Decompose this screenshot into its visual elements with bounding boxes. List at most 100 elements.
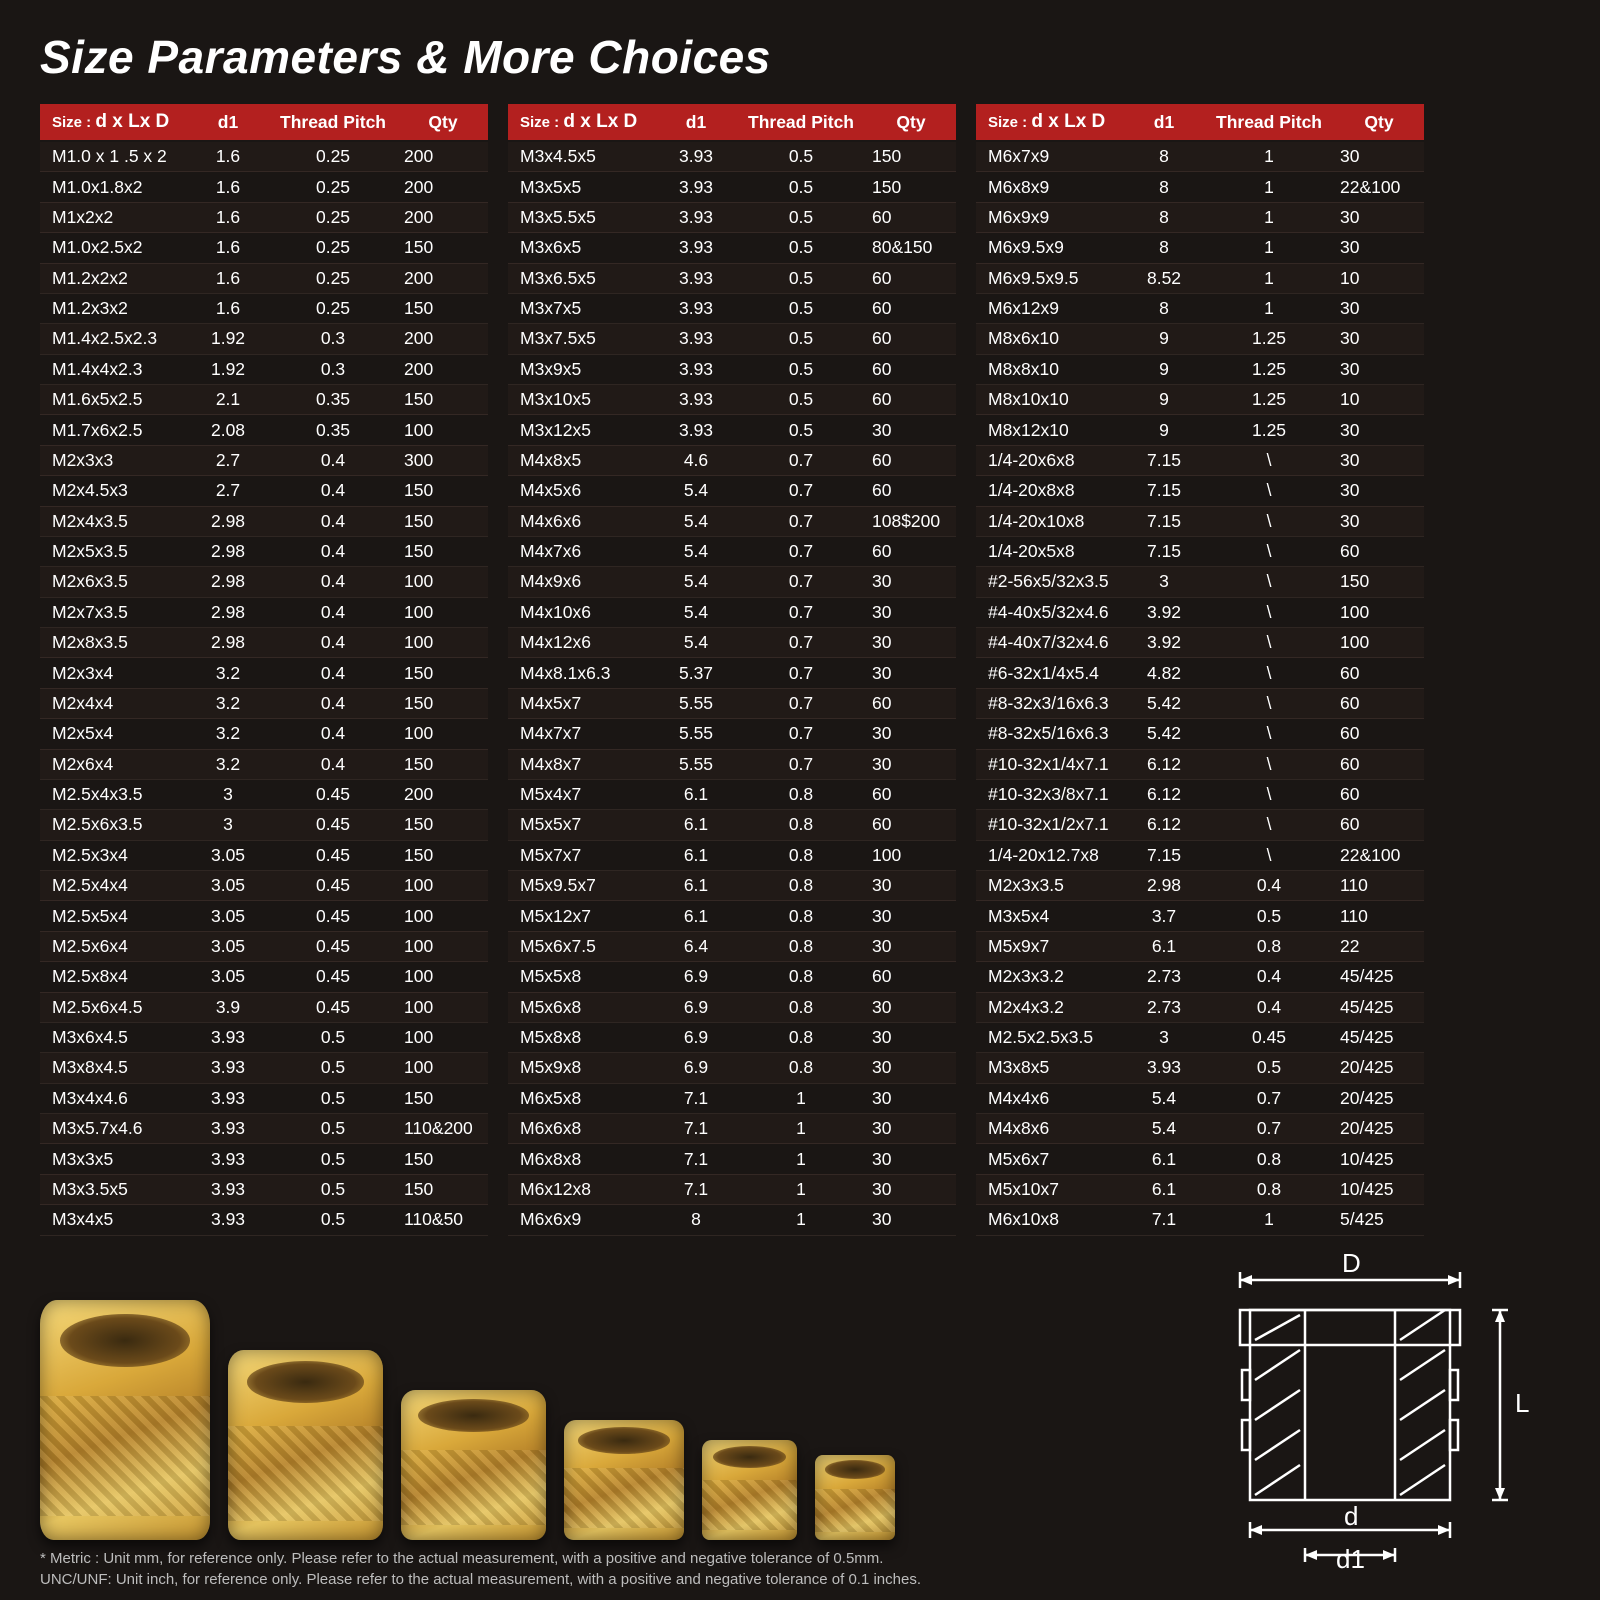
- cell: 0.7: [736, 688, 866, 718]
- cell: 2.73: [1124, 962, 1204, 992]
- cell: 0.4: [268, 476, 398, 506]
- cell: M2.5x3x4: [40, 840, 188, 870]
- cell: M3x7.5x5: [508, 324, 656, 354]
- table-row: M2.5x6x4.53.90.45100: [40, 992, 488, 1022]
- cell: M8x8x10: [976, 354, 1124, 384]
- cell: 7.1: [656, 1144, 736, 1174]
- cell: M1.2x3x2: [40, 293, 188, 323]
- table-row: M2.5x6x43.050.45100: [40, 931, 488, 961]
- cell: 1: [1204, 263, 1334, 293]
- cell: M5x12x7: [508, 901, 656, 931]
- cell: 30: [866, 1083, 956, 1113]
- cell: 3.2: [188, 688, 268, 718]
- cell: 3.92: [1124, 628, 1204, 658]
- cell: 60: [866, 688, 956, 718]
- cell: 0.4: [1204, 871, 1334, 901]
- cell: 200: [398, 202, 488, 232]
- cell: M2x6x3.5: [40, 567, 188, 597]
- cell: 8: [1124, 141, 1204, 172]
- cell: 0.7: [736, 719, 866, 749]
- cell: 1/4-20x5x8: [976, 536, 1124, 566]
- cell: 100: [398, 962, 488, 992]
- col-header-thread_pitch: Thread Pitch: [736, 104, 866, 141]
- cell: M8x6x10: [976, 324, 1124, 354]
- cell: 30: [866, 1114, 956, 1144]
- cell: M8x12x10: [976, 415, 1124, 445]
- cell: M3x5x5: [508, 172, 656, 202]
- brass-insert-icon: [702, 1440, 797, 1540]
- cell: 6.12: [1124, 779, 1204, 809]
- cell: 3: [188, 810, 268, 840]
- cell: M6x9x9: [976, 202, 1124, 232]
- cell: 5.55: [656, 749, 736, 779]
- cell: 5.4: [656, 567, 736, 597]
- cell: 3.05: [188, 901, 268, 931]
- cell: 150: [398, 810, 488, 840]
- cell: 0.5: [268, 1022, 398, 1052]
- cell: M2x7x3.5: [40, 597, 188, 627]
- cell: 200: [398, 141, 488, 172]
- cell: 2.98: [188, 628, 268, 658]
- cell: 6.9: [656, 992, 736, 1022]
- cell: 30: [1334, 324, 1424, 354]
- cell: M4x9x6: [508, 567, 656, 597]
- cell: \: [1204, 597, 1334, 627]
- cell: 1.92: [188, 324, 268, 354]
- cell: M5x6x7: [976, 1144, 1124, 1174]
- cell: 0.45: [268, 779, 398, 809]
- cell: 60: [866, 445, 956, 475]
- cell: 5.55: [656, 719, 736, 749]
- cell: 300: [398, 445, 488, 475]
- cell: 30: [1334, 476, 1424, 506]
- table-row: M6x8x98122&100: [976, 172, 1424, 202]
- table-row: M6x12x87.1130: [508, 1174, 956, 1204]
- bottom-area: * Metric : Unit mm, for reference only. …: [40, 1230, 1560, 1590]
- cell: M2x3x3.2: [976, 962, 1124, 992]
- cell: 2.98: [1124, 871, 1204, 901]
- cell: 1.6: [188, 172, 268, 202]
- table-row: M5x8x86.90.830: [508, 1022, 956, 1052]
- cell: 200: [398, 172, 488, 202]
- cell: 0.25: [268, 233, 398, 263]
- cell: 80&150: [866, 233, 956, 263]
- brass-insert-icon: [228, 1350, 383, 1540]
- col-header-d1: d1: [188, 104, 268, 141]
- table-row: M5x12x76.10.830: [508, 901, 956, 931]
- cell: 30: [1334, 202, 1424, 232]
- cell: 8: [1124, 172, 1204, 202]
- cell: M3x6x5: [508, 233, 656, 263]
- cell: 7.15: [1124, 476, 1204, 506]
- table-row: M2.5x3x43.050.45150: [40, 840, 488, 870]
- table-row: M3x8x4.53.930.5100: [40, 1053, 488, 1083]
- table-row: M3x6.5x53.930.560: [508, 263, 956, 293]
- table-row: M4x4x65.40.720/425: [976, 1083, 1424, 1113]
- cell: 60: [1334, 688, 1424, 718]
- cell: 60: [1334, 536, 1424, 566]
- table-row: #10-32x1/2x7.16.12\60: [976, 810, 1424, 840]
- cell: 100: [398, 992, 488, 1022]
- size-table-1: Size : d x Lx Dd1Thread PitchQtyM1.0 x 1…: [40, 104, 488, 1236]
- table-row: #10-32x3/8x7.16.12\60: [976, 779, 1424, 809]
- cell: 3.93: [656, 354, 736, 384]
- table-row: M3x7.5x53.930.560: [508, 324, 956, 354]
- cell: M2x3x3: [40, 445, 188, 475]
- cell: 60: [866, 263, 956, 293]
- cell: 0.5: [1204, 901, 1334, 931]
- col-header-qty: Qty: [1334, 104, 1424, 141]
- cell: M2.5x5x4: [40, 901, 188, 931]
- cell: 2.7: [188, 476, 268, 506]
- table-row: M2x6x43.20.4150: [40, 749, 488, 779]
- cell: M2x4.5x3: [40, 476, 188, 506]
- table-row: M2x3x3.52.980.4110: [976, 871, 1424, 901]
- cell: 0.7: [736, 567, 866, 597]
- cell: 30: [1334, 354, 1424, 384]
- cell: 0.7: [736, 476, 866, 506]
- col-header-qty: Qty: [866, 104, 956, 141]
- cell: 2.98: [188, 597, 268, 627]
- cell: 5.42: [1124, 719, 1204, 749]
- table-row: M3x12x53.930.530: [508, 415, 956, 445]
- cell: 0.5: [1204, 1053, 1334, 1083]
- insert-images: [40, 1300, 895, 1540]
- cell: 3.93: [656, 293, 736, 323]
- cell: M5x5x7: [508, 810, 656, 840]
